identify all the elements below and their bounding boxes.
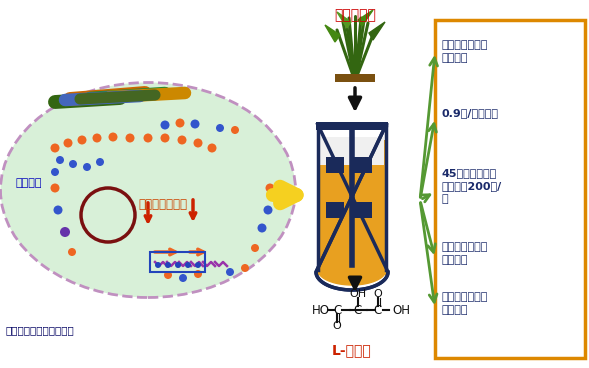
Bar bbox=[318, 140, 386, 275]
Circle shape bbox=[78, 135, 87, 145]
Circle shape bbox=[54, 205, 62, 215]
Text: 纤维素原料: 纤维素原料 bbox=[334, 8, 376, 22]
Circle shape bbox=[160, 120, 170, 130]
Circle shape bbox=[195, 262, 201, 268]
Text: O: O bbox=[333, 321, 342, 331]
Circle shape bbox=[216, 124, 224, 132]
Circle shape bbox=[60, 227, 70, 237]
Circle shape bbox=[266, 184, 274, 192]
Bar bbox=[435, 20, 585, 358]
Circle shape bbox=[194, 270, 202, 278]
Bar bbox=[326, 202, 344, 218]
Text: C: C bbox=[374, 304, 382, 316]
Circle shape bbox=[108, 132, 117, 142]
Circle shape bbox=[83, 163, 91, 171]
Text: 0.9克/克纤维素: 0.9克/克纤维素 bbox=[442, 108, 499, 118]
Circle shape bbox=[165, 262, 171, 268]
Polygon shape bbox=[318, 270, 386, 285]
Text: 45度高温发酵，
发酵浓度200克/
升: 45度高温发酵， 发酵浓度200克/ 升 bbox=[442, 168, 502, 204]
Text: OH: OH bbox=[392, 304, 410, 316]
Circle shape bbox=[155, 262, 161, 268]
Circle shape bbox=[68, 248, 76, 256]
Bar bbox=[326, 157, 344, 173]
Bar bbox=[335, 74, 375, 82]
Circle shape bbox=[231, 126, 239, 134]
Polygon shape bbox=[337, 12, 351, 28]
Text: OH: OH bbox=[349, 289, 366, 299]
Circle shape bbox=[263, 205, 273, 215]
Circle shape bbox=[257, 223, 266, 233]
Polygon shape bbox=[369, 22, 385, 40]
Circle shape bbox=[51, 184, 59, 192]
Circle shape bbox=[251, 244, 259, 252]
Bar bbox=[150, 252, 205, 272]
Circle shape bbox=[194, 138, 203, 148]
Circle shape bbox=[207, 144, 217, 152]
Text: 基因组规模的认识与改造: 基因组规模的认识与改造 bbox=[5, 325, 74, 335]
Circle shape bbox=[177, 135, 187, 145]
Circle shape bbox=[51, 144, 59, 152]
Text: O: O bbox=[373, 289, 382, 299]
Ellipse shape bbox=[1, 82, 296, 297]
Bar bbox=[354, 157, 372, 173]
Circle shape bbox=[56, 156, 64, 164]
Text: 正在进行万吨产
业化试验: 正在进行万吨产 业化试验 bbox=[442, 292, 488, 315]
Circle shape bbox=[226, 268, 234, 276]
Bar bbox=[316, 122, 388, 130]
Text: C: C bbox=[354, 304, 362, 316]
Circle shape bbox=[92, 134, 101, 142]
Text: 生产成本远低于
石化路线: 生产成本远低于 石化路线 bbox=[442, 242, 488, 265]
Circle shape bbox=[176, 118, 184, 127]
Circle shape bbox=[125, 134, 134, 142]
Circle shape bbox=[190, 120, 200, 128]
Circle shape bbox=[164, 271, 172, 279]
Text: L-苹果酸: L-苹果酸 bbox=[332, 343, 372, 357]
Text: 纤维素降解机理: 纤维素降解机理 bbox=[138, 198, 187, 212]
Circle shape bbox=[69, 160, 77, 168]
Polygon shape bbox=[325, 25, 340, 42]
Text: HO: HO bbox=[312, 304, 330, 316]
Circle shape bbox=[179, 274, 187, 282]
Text: C: C bbox=[333, 304, 341, 316]
Circle shape bbox=[144, 134, 153, 142]
Circle shape bbox=[96, 158, 104, 166]
Circle shape bbox=[51, 168, 59, 176]
Text: 转运途径: 转运途径 bbox=[15, 178, 41, 188]
Bar bbox=[354, 202, 372, 218]
Circle shape bbox=[241, 264, 249, 272]
Circle shape bbox=[185, 262, 191, 268]
Circle shape bbox=[175, 262, 181, 268]
Circle shape bbox=[64, 138, 72, 148]
Bar bbox=[320, 137, 384, 165]
Text: 纤维素替代化石
原料路线: 纤维素替代化石 原料路线 bbox=[442, 40, 488, 63]
Polygon shape bbox=[358, 10, 373, 26]
Circle shape bbox=[160, 134, 170, 142]
